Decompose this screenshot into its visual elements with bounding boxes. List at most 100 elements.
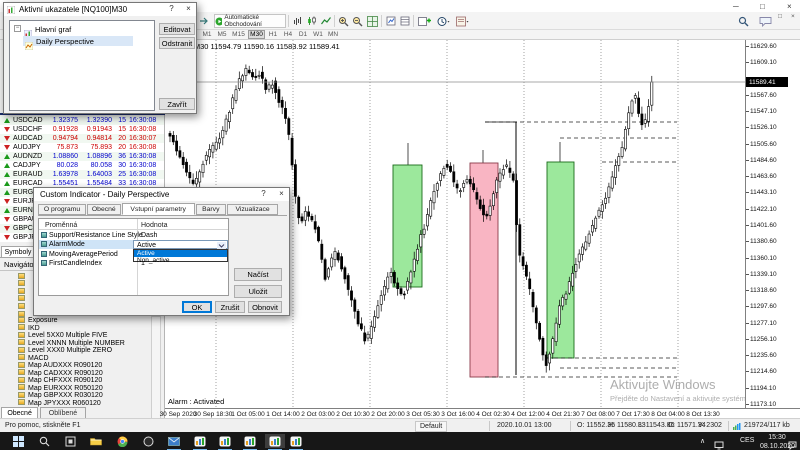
chart-close-button[interactable]: ×: [791, 13, 795, 20]
navigator-item[interactable]: Level XXX0 Multiple ZERO: [0, 346, 150, 354]
timeframe-d1[interactable]: D1: [298, 31, 308, 38]
chat-icon[interactable]: [757, 14, 773, 28]
bars-chart-icon[interactable]: [291, 14, 304, 28]
market-watch-row[interactable]: EURAUD 1.63978 1.64003 25 16:30:08: [0, 170, 164, 179]
dialog-titlebar[interactable]: Aktivní ukazatele [NQ100]M30 ? ×: [4, 3, 196, 16]
navigator-item[interactable]: MACD: [0, 354, 150, 362]
help-button[interactable]: ?: [261, 189, 266, 198]
app-circle-icon[interactable]: [138, 434, 158, 448]
navigator-item-hidden[interactable]: [0, 280, 150, 288]
edit-button[interactable]: Editovat: [159, 23, 195, 35]
tab-obecné[interactable]: Obecné: [87, 204, 121, 215]
indicators-list[interactable]: − Hlavní graf Daily Perspective: [9, 20, 155, 111]
mt4-taskbar-icon[interactable]: [215, 434, 235, 448]
time-axis[interactable]: 30 Sep 2020 30 Sep 18:30 1 Oct 05:00 1 Oct …: [160, 408, 800, 418]
chart-restore-button[interactable]: □: [778, 13, 782, 20]
navigator-item[interactable]: Map CADXXX R090120: [0, 369, 150, 377]
navigator-item-hidden[interactable]: [0, 287, 150, 295]
period-icon[interactable]: [435, 14, 452, 28]
chrome-icon[interactable]: [112, 434, 132, 448]
notification-center-icon[interactable]: [788, 437, 797, 450]
navigator-item[interactable]: Map JPYXXX R060120: [0, 399, 150, 407]
close-icon[interactable]: ×: [186, 4, 191, 13]
parameters-table[interactable]: Proměnná Hodnota Support/Resistance Line…: [38, 218, 229, 296]
navigator-tab-obecné[interactable]: Obecné: [1, 407, 39, 419]
tree-expander-icon[interactable]: −: [14, 25, 21, 32]
market-watch-row[interactable]: AUDNZD 1.08860 1.08896 36 16:30:08: [0, 152, 164, 161]
remove-button[interactable]: Odstranit: [159, 37, 195, 49]
navigator-item[interactable]: Level XNNN Multiple NUMBER: [0, 339, 150, 347]
close-icon[interactable]: ×: [279, 189, 284, 198]
ok-button[interactable]: OK: [182, 301, 212, 313]
save-button[interactable]: Uložit: [234, 285, 282, 298]
chevron-down-icon[interactable]: [217, 241, 226, 249]
parameter-row[interactable]: MovingAveragePeriod: [39, 249, 228, 259]
market-watch-row[interactable]: AUDJPY 75.873 75.893 20 16:30:08: [0, 143, 164, 152]
help-button[interactable]: ?: [169, 4, 174, 13]
navigator-item[interactable]: Map EURXXX R050120: [0, 384, 150, 392]
reset-button[interactable]: Obnovit: [248, 301, 282, 313]
cancel-button[interactable]: Zrušit: [215, 301, 245, 313]
timeframe-m5[interactable]: M5: [217, 31, 227, 38]
indicator-list-icon[interactable]: [384, 14, 397, 28]
template-icon[interactable]: [454, 14, 471, 28]
tray-chevron-icon[interactable]: ∧: [700, 438, 706, 445]
close-dialog-button[interactable]: Zavřít: [159, 98, 195, 110]
mail-icon[interactable]: [164, 434, 184, 448]
file-explorer-icon[interactable]: [86, 434, 106, 448]
tab-barvy[interactable]: Barvy: [195, 204, 226, 215]
navigator-item[interactable]: Map CHFXXX R090120: [0, 376, 150, 384]
price-axis[interactable]: 11629.60 11609.10 11567.60 11547.10 11526.10…: [745, 40, 800, 408]
dropdown-option-non_active[interactable]: Non_active: [137, 256, 170, 264]
dropdown-option-active[interactable]: Active: [134, 250, 227, 257]
tab-vstupní-parametry[interactable]: Vstupní parametry: [121, 203, 195, 215]
navigator-item-hidden[interactable]: [0, 295, 150, 303]
navigator-item[interactable]: Map AUDXXX R090120: [0, 361, 150, 369]
market-watch-row[interactable]: AUDCAD 0.94794 0.94814 20 16:30:07: [0, 134, 164, 143]
tile-windows-icon[interactable]: [365, 14, 379, 28]
new-chart-icon[interactable]: [416, 14, 433, 28]
parameter-row[interactable]: Support/Resistance Line Style Dash: [39, 230, 228, 240]
timeframe-m15[interactable]: M15: [232, 31, 245, 38]
timeframe-m1[interactable]: M1: [202, 31, 212, 38]
start-button[interactable]: [8, 434, 28, 448]
autotrading-button[interactable]: Automatické Obchodování: [214, 14, 286, 28]
alarm-mode-combobox[interactable]: Active: [133, 239, 228, 249]
candlestick-chart-icon[interactable]: [305, 14, 318, 28]
tab-vizualizace[interactable]: Vizualizace: [226, 204, 279, 215]
tray-clock[interactable]: 15:30 08.10.2020: [760, 434, 796, 450]
navigator-item[interactable]: Level 5XX0 Multiple FIVE: [0, 331, 150, 339]
navigator-item[interactable]: IKD: [0, 324, 150, 332]
parameter-row[interactable]: FirstCandleIndex 1: [39, 259, 228, 269]
timeframe-m30[interactable]: M30: [248, 30, 265, 39]
zoom-in-icon[interactable]: [337, 14, 350, 28]
market-watch-row[interactable]: USDCAD 1.32375 1.32390 15 16:30:08: [0, 116, 164, 125]
market-watch-row[interactable]: CADJPY 80.028 80.058 30 16:30:08: [0, 161, 164, 170]
timeframe-mn[interactable]: MN: [327, 31, 339, 38]
maximize-button[interactable]: □: [760, 2, 765, 11]
navigator-item[interactable]: Exposure: [0, 316, 150, 324]
navigator-item[interactable]: Map GBPXXX R030120: [0, 391, 150, 399]
parameter-row[interactable]: AlarmMode Active: [39, 239, 228, 249]
search-icon[interactable]: [736, 14, 750, 28]
navigator-item-hidden[interactable]: [0, 272, 150, 280]
mt4-taskbar-icon[interactable]: [240, 434, 260, 448]
chart-shift-icon[interactable]: [196, 14, 212, 28]
line-chart-icon[interactable]: [319, 14, 332, 28]
alarm-mode-dropdown-list[interactable]: Active Non_active: [133, 249, 228, 264]
timeframe-h4[interactable]: H4: [283, 31, 293, 38]
zoom-out-icon[interactable]: [351, 14, 364, 28]
mt4-taskbar-icon[interactable]: [265, 434, 285, 448]
dialog-titlebar[interactable]: Custom Indicator - Daily Perspective ? ×: [34, 188, 289, 201]
mt4-taskbar-icon[interactable]: [190, 434, 210, 448]
task-view-icon[interactable]: [60, 434, 80, 448]
mt4-taskbar-icon[interactable]: [286, 434, 306, 448]
tab-o-programu[interactable]: O programu: [38, 204, 86, 215]
data-window-icon[interactable]: [398, 14, 411, 28]
profile-selector[interactable]: Default: [415, 420, 448, 432]
minimize-button[interactable]: ─: [733, 2, 739, 11]
tree-root-label[interactable]: Hlavní graf: [35, 25, 72, 34]
navigator-item-hidden[interactable]: [0, 310, 150, 318]
close-button[interactable]: ×: [787, 2, 792, 11]
tree-selected-row[interactable]: [23, 36, 133, 46]
